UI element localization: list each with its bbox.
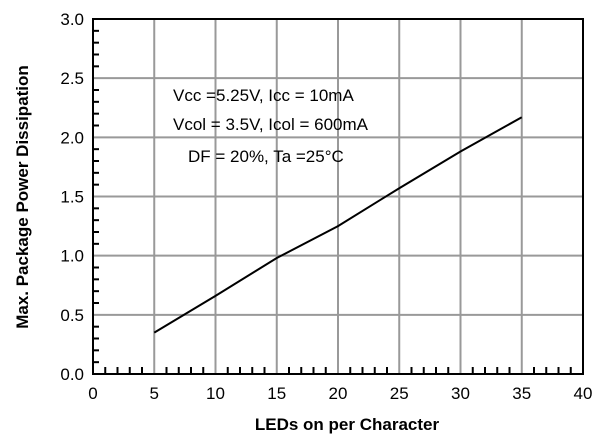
y-tick-label: 3.0 (60, 10, 84, 29)
y-tick-label: 1.0 (60, 247, 84, 266)
y-tick-label: 0.5 (60, 306, 84, 325)
y-axis-title: Max. Package Power Dissipation (13, 65, 32, 329)
y-tick-label: 2.5 (60, 69, 84, 88)
x-tick-label: 5 (150, 384, 159, 403)
plot-frame (92, 18, 584, 375)
annotation-block: Vcc =5.25V, Icc = 10mA Vcol = 3.5V, Icol… (173, 86, 369, 166)
annotation-line-2: Vcol = 3.5V, Icol = 600mA (173, 115, 369, 134)
x-tick-label: 25 (390, 384, 409, 403)
y-tick-label: 2.0 (60, 128, 84, 147)
x-tick-label: 40 (574, 384, 593, 403)
x-tick-label: 0 (88, 384, 97, 403)
x-tick-label: 15 (267, 384, 286, 403)
x-axis-title: LEDs on per Character (255, 415, 440, 434)
series-line (153, 116, 523, 334)
grid-lines (93, 19, 583, 374)
x-tick-label: 10 (206, 384, 225, 403)
x-tick-label: 35 (512, 384, 531, 403)
x-tick-label: 20 (329, 384, 348, 403)
y-tick-labels: 0.0 0.5 1.0 1.5 2.0 2.5 3.0 (60, 10, 84, 384)
annotation-line-3: DF = 20%, Ta =25°C (188, 147, 344, 166)
y-tick-label: 0.0 (60, 365, 84, 384)
x-tick-label: 30 (451, 384, 470, 403)
x-tick-labels: 0 5 10 15 20 25 30 35 40 (88, 384, 592, 403)
y-tick-label: 1.5 (60, 188, 84, 207)
annotation-line-1: Vcc =5.25V, Icc = 10mA (173, 86, 354, 105)
series-layer (153, 116, 523, 334)
